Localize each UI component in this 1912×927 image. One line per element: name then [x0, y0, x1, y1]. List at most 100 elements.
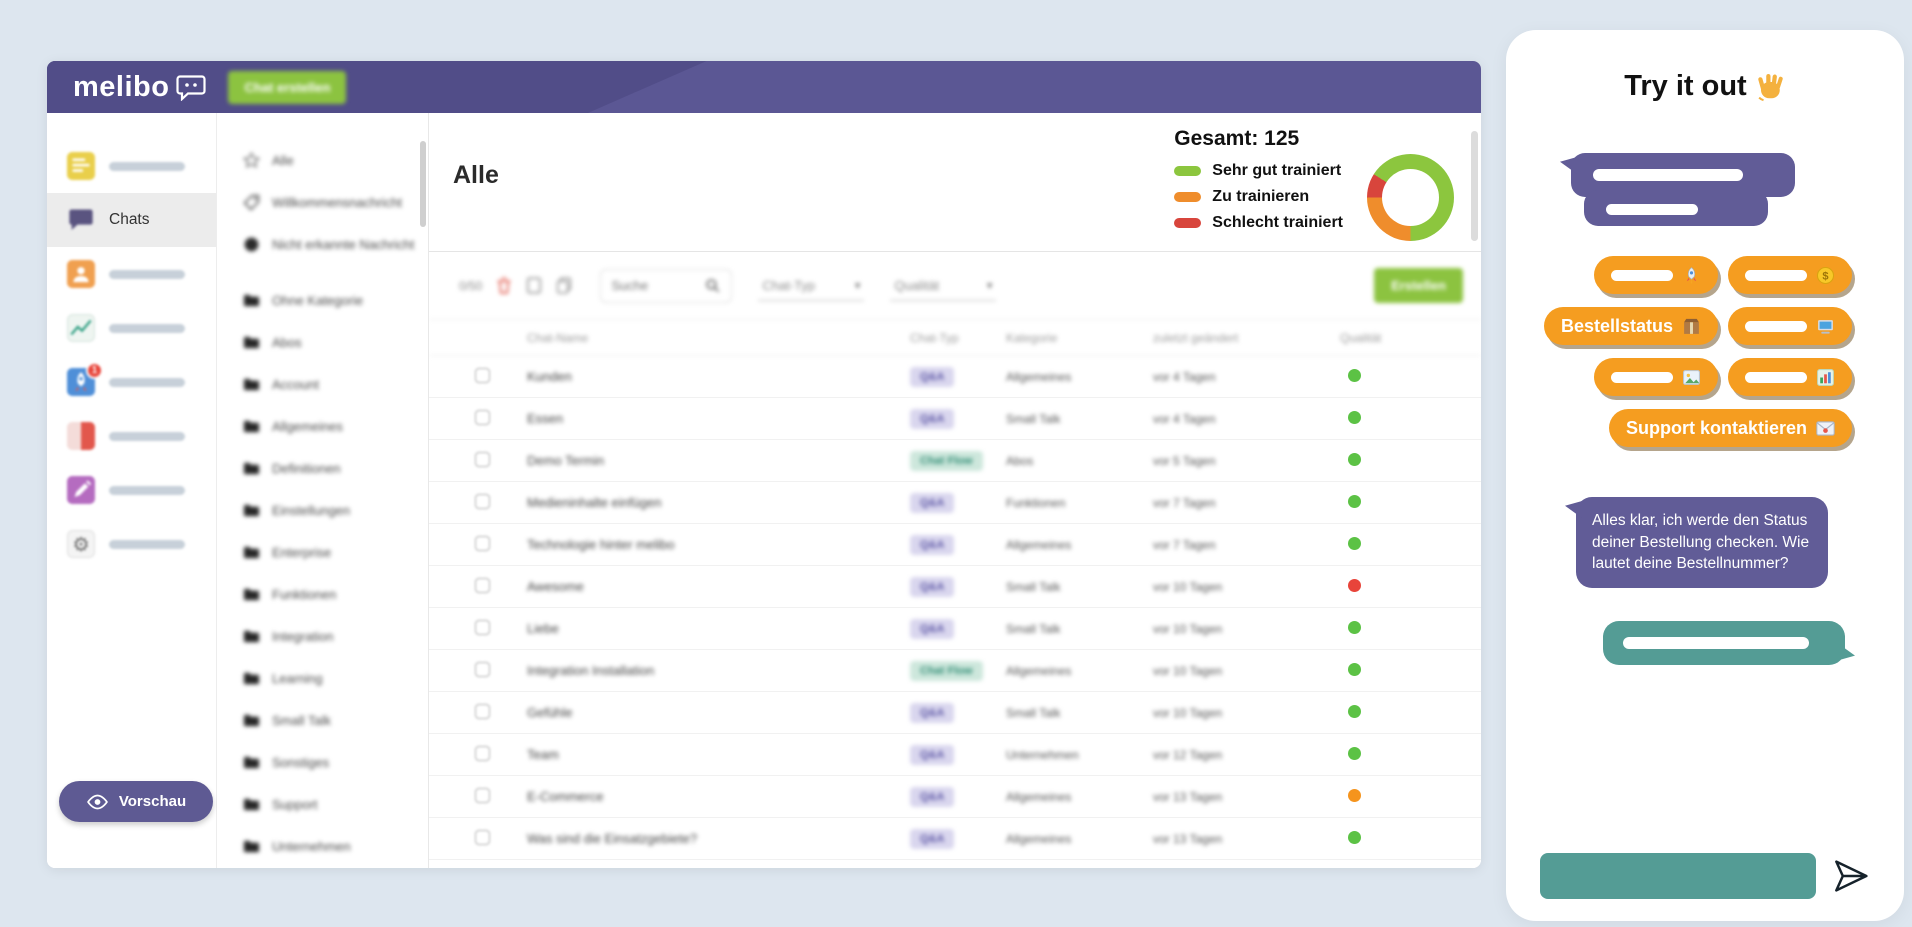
category-item-learning[interactable]: Learning	[217, 657, 428, 699]
envelope-icon	[1816, 419, 1835, 438]
table-row[interactable]: Awesome Q&A Small Talk vor 10 Tagen	[429, 566, 1481, 608]
note-icon	[67, 152, 95, 180]
redacted-label-bar	[1611, 269, 1673, 281]
redacted-label-bar	[109, 323, 185, 333]
category-item-definitionen[interactable]: Definitionen	[217, 447, 428, 489]
quick-reply-placeholder[interactable]	[1728, 307, 1852, 345]
table-row[interactable]: Integration Installation Chat Flow Allgeme…	[429, 650, 1481, 692]
table-row[interactable]: Gefühle Q&A Small Talk vor 10 Tagen	[429, 692, 1481, 734]
chat-type-badge: Q&A	[910, 408, 955, 429]
sidebar-item[interactable]: ⚙	[47, 517, 216, 571]
sidebar-item-label: Chats	[109, 211, 150, 228]
category-item-ohne-kategorie[interactable]: Ohne Kategorie	[217, 279, 428, 321]
chat-type-badge: Q&A	[910, 828, 955, 849]
category-item-integration[interactable]: Integration	[217, 615, 428, 657]
category-item-allgemeines[interactable]: Allgemeines	[217, 405, 428, 447]
table-row[interactable]: Team Q&A Unternehmen vor 12 Tagen	[429, 734, 1481, 776]
sidebar-item[interactable]	[47, 409, 216, 463]
row-checkbox[interactable]	[475, 367, 490, 383]
delete-icon[interactable]	[496, 276, 514, 295]
category-items: Alle Willkommensnachricht Nicht erkannte N…	[217, 139, 428, 867]
quick-reply-support-kontaktieren[interactable]: Support kontaktieren	[1608, 409, 1852, 447]
redacted-label-bar	[1745, 371, 1807, 383]
row-checkbox[interactable]	[475, 787, 490, 803]
category-item-einstellungen[interactable]: Einstellungen	[217, 489, 428, 531]
search-icon	[705, 278, 720, 293]
sidebar-item-chats[interactable]: Chats	[47, 193, 216, 247]
quality-dot	[1348, 410, 1361, 424]
create-chat-button[interactable]: Chat erstellen	[228, 70, 347, 104]
table-row[interactable]: Was sind die Einsatzgebiete? Q&A Allgemein…	[429, 818, 1481, 860]
row-checkbox[interactable]	[475, 829, 490, 845]
row-checkbox[interactable]	[475, 493, 490, 509]
row-checkbox[interactable]	[475, 577, 490, 593]
category-item-support[interactable]: Support	[217, 783, 428, 825]
quick-reply-label: Support kontaktieren	[1625, 417, 1807, 438]
row-checkbox[interactable]	[475, 409, 490, 425]
category-item-small-talk[interactable]: Small Talk	[217, 699, 428, 741]
main-content: Alle Gesamt: 125 Sehr gut trainiert Zu tr…	[429, 113, 1481, 868]
category-item-enterprise[interactable]: Enterprise	[217, 531, 428, 573]
row-checkbox[interactable]	[475, 535, 490, 551]
category-item-sonstiges[interactable]: Sonstiges	[217, 741, 428, 783]
table-row[interactable]: Technologie hinter melibo Q&A Allgemeines v…	[429, 524, 1481, 566]
category-item-account[interactable]: Account	[217, 363, 428, 405]
row-checkbox[interactable]	[475, 619, 490, 635]
quality-filter[interactable]: Qualität ▾	[890, 271, 997, 301]
sidebar-item[interactable]	[47, 301, 216, 355]
chat-message-input[interactable]	[1540, 853, 1816, 899]
quick-reply-placeholder[interactable]	[1728, 358, 1852, 396]
search-input[interactable]	[611, 278, 698, 293]
copy-icon[interactable]	[556, 276, 574, 295]
table-row[interactable]: Kunden Q&A Allgemeines vor 4 Tagen	[429, 356, 1481, 398]
categories-scrollbar-thumb[interactable]	[420, 141, 426, 227]
table-row[interactable]: Demo Termin Chat Flow Abos vor 5 Tagen	[429, 440, 1481, 482]
sidebar-item[interactable]	[47, 463, 216, 517]
sidebar-item[interactable]	[47, 247, 216, 301]
svg-text:⚙: ⚙	[72, 534, 89, 556]
send-button[interactable]	[1831, 856, 1871, 896]
sidebar-item[interactable]: 1	[47, 355, 216, 409]
row-checkbox[interactable]	[475, 745, 490, 761]
category-item-abos[interactable]: Abos	[217, 321, 428, 363]
svg-text:$: $	[1822, 270, 1828, 282]
logo-chat-icon	[176, 74, 207, 101]
chat-type-filter[interactable]: Chat-Typ ▾	[758, 271, 865, 301]
table-row[interactable]: Essen Q&A Small Talk vor 4 Tagen	[429, 398, 1481, 440]
chat-type-badge: Q&A	[910, 576, 955, 597]
search-box	[600, 268, 733, 303]
sidebar-item[interactable]	[47, 139, 216, 193]
category-item-nicht-erkannte-nachricht[interactable]: Nicht erkannte Nachricht	[217, 223, 428, 265]
column-header: Kategorie	[1006, 330, 1058, 345]
category-cell: Unternehmen	[1006, 747, 1079, 762]
category-item-funktionen[interactable]: Funktionen	[217, 573, 428, 615]
table-row[interactable]: Liebe Q&A Small Talk vor 10 Tagen	[429, 608, 1481, 650]
total-count-label: Gesamt: 125	[1174, 127, 1300, 150]
preview-button[interactable]: Vorschau	[59, 781, 213, 822]
folder-icon	[243, 502, 260, 519]
category-item-alle[interactable]: Alle	[217, 139, 428, 181]
quality-dot	[1348, 536, 1361, 550]
category-label: Learning	[272, 670, 323, 686]
quick-reply-bestellstatus[interactable]: Bestellstatus	[1543, 307, 1718, 345]
category-item-unternehmen[interactable]: Unternehmen	[217, 825, 428, 867]
category-label: Unternehmen	[272, 838, 351, 854]
table-row[interactable]: Medieninhalte einfügen Q&A Funktionen vor 7…	[429, 482, 1481, 524]
legend: Sehr gut trainiert Zu trainieren Schlecht …	[1174, 162, 1343, 240]
duplicate-icon[interactable]	[526, 276, 544, 295]
bot-bubble	[1584, 190, 1768, 226]
create-button[interactable]: Erstellen	[1374, 268, 1463, 303]
quick-reply-placeholder[interactable]	[1594, 358, 1718, 396]
quick-reply-placeholder[interactable]	[1594, 256, 1718, 294]
chat-type-badge: Q&A	[910, 534, 955, 555]
main-scrollbar-thumb[interactable]	[1471, 131, 1478, 241]
quality-dot	[1348, 620, 1361, 634]
row-checkbox[interactable]	[475, 451, 490, 467]
row-checkbox[interactable]	[475, 661, 490, 677]
legend-swatch	[1174, 166, 1202, 176]
category-item-willkommensnachricht[interactable]: Willkommensnachricht	[217, 181, 428, 223]
table-row[interactable]: E-Commerce Q&A Allgemeines vor 13 Tagen	[429, 776, 1481, 818]
modified-cell: vor 13 Tagen	[1153, 789, 1223, 804]
row-checkbox[interactable]	[475, 703, 490, 719]
quick-reply-placeholder[interactable]: $	[1728, 256, 1852, 294]
